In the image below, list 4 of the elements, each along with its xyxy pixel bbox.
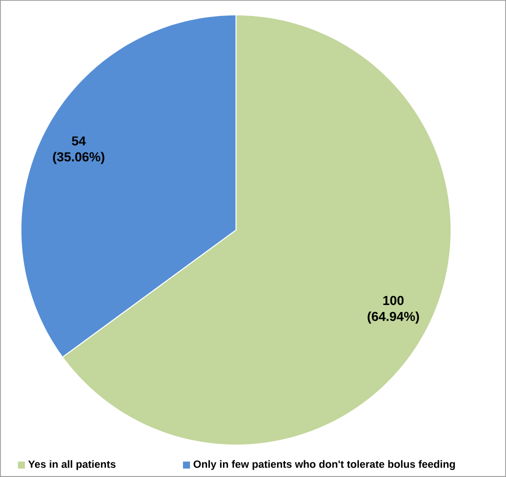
slice-label: Yes in all patients bbox=[28, 460, 116, 470]
legend-label: Only in few patients who don't tolerate bolus feeding bbox=[194, 460, 455, 470]
data-label: 100 (64.94%) bbox=[368, 296, 419, 324]
data-label: 54 (35.06%) bbox=[53, 136, 104, 164]
